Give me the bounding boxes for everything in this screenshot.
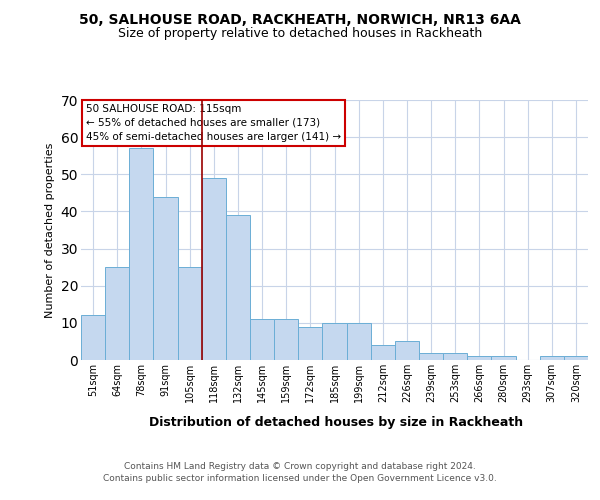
- Bar: [202, 178, 226, 360]
- Bar: [467, 356, 491, 360]
- Bar: [322, 323, 347, 360]
- Bar: [419, 352, 443, 360]
- Text: 50, SALHOUSE ROAD, RACKHEATH, NORWICH, NR13 6AA: 50, SALHOUSE ROAD, RACKHEATH, NORWICH, N…: [79, 12, 521, 26]
- Bar: [491, 356, 515, 360]
- Text: Distribution of detached houses by size in Rackheath: Distribution of detached houses by size …: [149, 416, 523, 429]
- Text: 50 SALHOUSE ROAD: 115sqm
← 55% of detached houses are smaller (173)
45% of semi-: 50 SALHOUSE ROAD: 115sqm ← 55% of detach…: [86, 104, 341, 142]
- Bar: [178, 267, 202, 360]
- Bar: [250, 319, 274, 360]
- Bar: [347, 323, 371, 360]
- Bar: [371, 345, 395, 360]
- Bar: [226, 215, 250, 360]
- Y-axis label: Number of detached properties: Number of detached properties: [45, 142, 55, 318]
- Text: Contains HM Land Registry data © Crown copyright and database right 2024.
Contai: Contains HM Land Registry data © Crown c…: [103, 462, 497, 483]
- Bar: [81, 316, 105, 360]
- Bar: [105, 267, 129, 360]
- Text: Size of property relative to detached houses in Rackheath: Size of property relative to detached ho…: [118, 28, 482, 40]
- Bar: [154, 196, 178, 360]
- Bar: [274, 319, 298, 360]
- Bar: [540, 356, 564, 360]
- Bar: [129, 148, 154, 360]
- Bar: [298, 326, 322, 360]
- Bar: [395, 342, 419, 360]
- Bar: [564, 356, 588, 360]
- Bar: [443, 352, 467, 360]
